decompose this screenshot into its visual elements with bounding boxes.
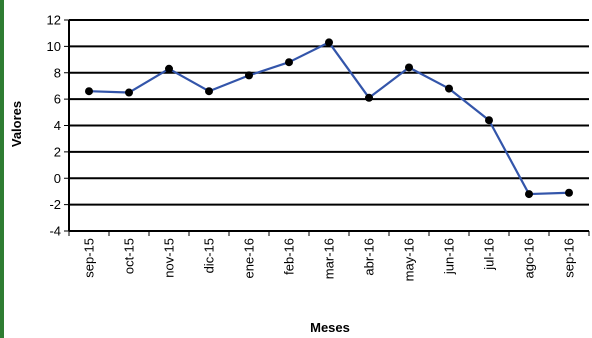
y-tick-label: 12: [47, 13, 61, 28]
y-tick-label: 6: [54, 92, 61, 107]
y-tick-label: -4: [49, 224, 61, 239]
data-point: [405, 63, 413, 72]
data-point: [205, 87, 213, 96]
data-point: [325, 38, 333, 47]
x-tick-label: dic-15: [202, 238, 217, 273]
x-tick-label: nov-15: [162, 238, 177, 278]
x-tick-label: oct-15: [122, 238, 137, 274]
data-point: [565, 188, 573, 197]
x-axis-title: Meses: [310, 320, 350, 335]
grid-lines: [69, 19, 589, 206]
y-tick-label: -2: [49, 197, 61, 212]
y-tick-labels: -4 -2 0 2 4 6 8 10 12: [47, 13, 61, 239]
y-tick-label: 4: [54, 118, 61, 133]
y-tick-label: 8: [54, 65, 61, 80]
x-tick-label: sep-15: [82, 238, 97, 278]
x-tick-label: ene-16: [242, 238, 257, 278]
series: [85, 38, 573, 199]
data-point: [365, 93, 373, 102]
x-tick-label: abr-16: [362, 238, 377, 276]
x-tick-label: may-16: [402, 238, 417, 281]
data-point: [165, 64, 173, 73]
data-point: [445, 84, 453, 93]
left-border-strip: [0, 0, 4, 338]
x-tick-labels: sep-15 oct-15 nov-15 dic-15 ene-16 feb-16 mar-…: [82, 238, 577, 281]
y-tick-label: 10: [47, 39, 61, 54]
series-line: [88, 41, 570, 196]
data-point: [285, 58, 293, 67]
data-point: [245, 71, 253, 80]
x-tick-label: jun-16: [442, 238, 457, 275]
x-tick-label: mar-16: [322, 238, 337, 279]
data-point: [125, 88, 133, 97]
data-point: [485, 116, 493, 125]
x-tick-label: ago-16: [522, 238, 537, 278]
x-tick-label: jul-16: [482, 238, 497, 271]
y-axis-title: Valores: [9, 101, 24, 147]
y-tick-label: 0: [54, 171, 61, 186]
axes: [64, 19, 590, 236]
x-tick-label: sep-16: [562, 238, 577, 278]
data-point: [85, 87, 93, 96]
x-tick-label: feb-16: [282, 238, 297, 275]
y-tick-label: 2: [54, 144, 61, 159]
data-point: [525, 190, 533, 199]
